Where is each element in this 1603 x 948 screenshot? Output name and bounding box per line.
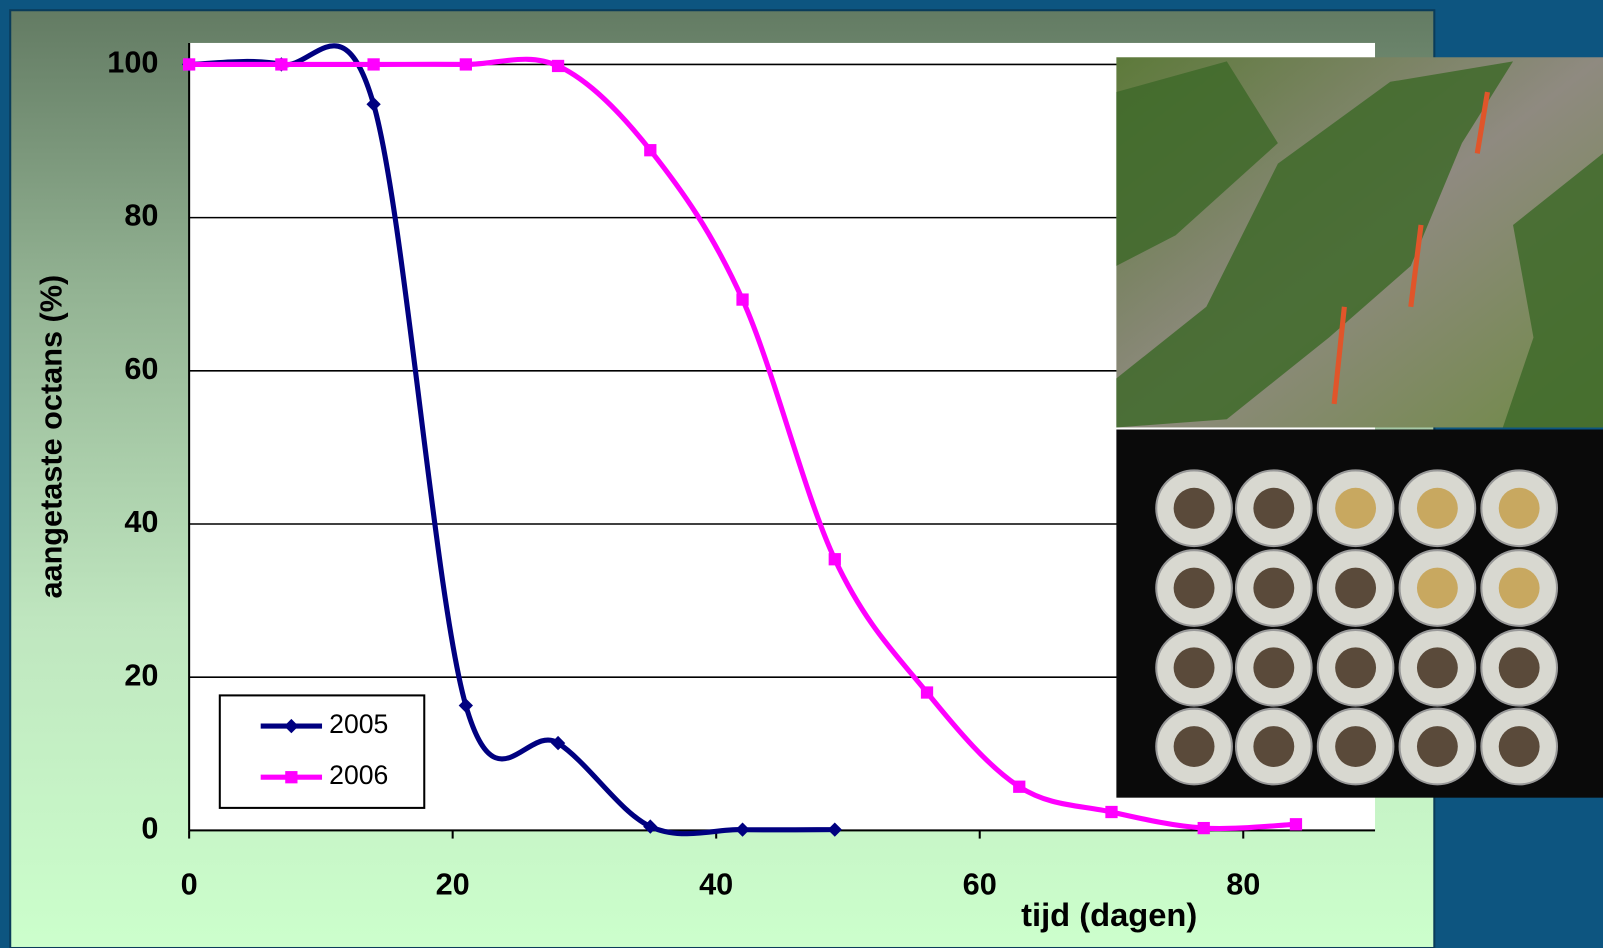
dish-center bbox=[1335, 647, 1376, 688]
x-axis-label: tijd (dagen) bbox=[1021, 896, 1197, 933]
marker bbox=[183, 58, 195, 70]
photo-dishes bbox=[1116, 430, 1603, 798]
dish-center bbox=[1417, 647, 1458, 688]
marker bbox=[644, 144, 656, 156]
dish-center bbox=[1253, 726, 1294, 767]
dish-center bbox=[1417, 726, 1458, 767]
marker bbox=[1198, 822, 1210, 834]
y-tick-label: 80 bbox=[124, 199, 158, 233]
dish-center bbox=[1253, 488, 1294, 529]
dish-center bbox=[1417, 488, 1458, 529]
dish-center bbox=[1335, 568, 1376, 609]
chart: 0 20 40 60 80 100 0 20 40 60 80 2005 2006 tijd (dag… bbox=[0, 0, 1603, 948]
dish-center bbox=[1335, 488, 1376, 529]
marker bbox=[367, 58, 379, 70]
marker bbox=[1013, 781, 1025, 793]
dish-center bbox=[1253, 568, 1294, 609]
dish-center bbox=[1499, 647, 1540, 688]
legend-label: 2005 bbox=[329, 709, 388, 739]
legend: 2005 2006 bbox=[220, 695, 424, 807]
marker bbox=[460, 58, 472, 70]
marker bbox=[921, 686, 933, 698]
dish-center bbox=[1174, 488, 1215, 529]
y-tick-label: 60 bbox=[124, 352, 158, 386]
page: {"chart_data":{"type":"line", "x_label":… bbox=[0, 0, 1603, 948]
marker bbox=[1290, 818, 1302, 830]
marker bbox=[275, 58, 287, 70]
y-tick-label: 20 bbox=[124, 658, 158, 692]
dish-center bbox=[1499, 488, 1540, 529]
dish-center bbox=[1253, 647, 1294, 688]
x-tick-label: 0 bbox=[181, 868, 198, 902]
dish-center bbox=[1335, 726, 1376, 767]
y-tick-label: 100 bbox=[107, 46, 158, 80]
x-tick-label: 80 bbox=[1226, 868, 1260, 902]
y-axis-label: aangetaste octans (%) bbox=[34, 275, 68, 599]
legend-box bbox=[220, 695, 424, 807]
marker bbox=[1105, 806, 1117, 818]
dish-center bbox=[1174, 568, 1215, 609]
dish-center bbox=[1499, 568, 1540, 609]
x-tick-label: 20 bbox=[436, 868, 470, 902]
photo-field bbox=[1116, 57, 1603, 427]
dish-center bbox=[1417, 568, 1458, 609]
marker bbox=[285, 771, 297, 783]
dish-center bbox=[1499, 726, 1540, 767]
marker bbox=[829, 553, 841, 565]
marker bbox=[736, 293, 748, 305]
y-tick-label: 0 bbox=[141, 812, 158, 846]
marker bbox=[552, 60, 564, 72]
x-tick-label: 40 bbox=[699, 868, 733, 902]
x-tick-label: 60 bbox=[963, 868, 997, 902]
dish-center bbox=[1174, 726, 1215, 767]
dish-center bbox=[1174, 647, 1215, 688]
y-tick-label: 40 bbox=[124, 505, 158, 539]
legend-label: 2006 bbox=[329, 760, 388, 790]
